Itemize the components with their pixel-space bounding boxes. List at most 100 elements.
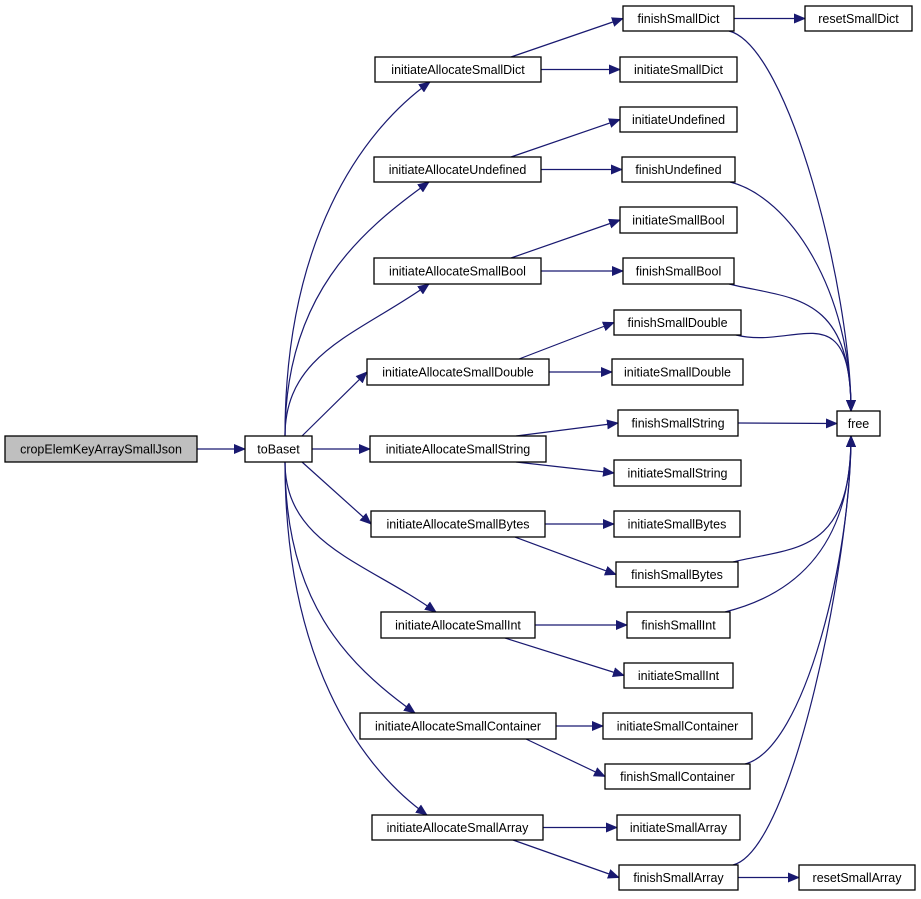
node-label: initiateSmallArray <box>630 821 728 835</box>
node-rArray[interactable]: resetSmallArray <box>798 864 916 891</box>
node-fArray[interactable]: finishSmallArray <box>618 864 739 891</box>
edge-fArray-to-free <box>732 435 856 866</box>
node-label: finishSmallBool <box>636 265 721 279</box>
node-label: initiateAllocateSmallDict <box>391 63 525 77</box>
node-label: resetSmallDict <box>818 12 899 26</box>
edge-iaDict-to-fDict <box>510 17 624 58</box>
edge-toBaset-to-iaArray <box>284 461 428 816</box>
node-box <box>359 712 557 740</box>
node-box <box>836 410 881 437</box>
node-box <box>622 257 735 285</box>
node-box <box>798 864 916 891</box>
node-box <box>617 409 739 437</box>
node-iaArray[interactable]: initiateAllocateSmallArray <box>371 814 544 841</box>
node-label: initiateSmallInt <box>638 669 720 683</box>
node-fBytes[interactable]: finishSmallBytes <box>615 561 739 588</box>
node-label: finishSmallInt <box>641 619 716 633</box>
node-box <box>613 510 741 538</box>
node-iaUndef[interactable]: initiateAllocateUndefined <box>373 156 542 183</box>
node-iBytes[interactable]: initiateSmallBytes <box>613 510 741 538</box>
node-label: finishSmallDict <box>638 12 720 26</box>
node-iaBytes[interactable]: initiateAllocateSmallBytes <box>370 510 546 538</box>
node-iaBool[interactable]: initiateAllocateSmallBool <box>373 257 542 285</box>
node-box <box>622 5 735 32</box>
node-rDict[interactable]: resetSmallDict <box>804 5 913 32</box>
node-label: finishSmallString <box>631 417 724 431</box>
edge-fBool-to-free <box>728 283 856 412</box>
node-box <box>613 309 742 336</box>
node-iDict[interactable]: initiateSmallDict <box>619 56 738 83</box>
node-fDouble[interactable]: finishSmallDouble <box>613 309 742 336</box>
node-iArray[interactable]: initiateSmallArray <box>616 814 741 841</box>
node-label: toBaset <box>257 443 300 457</box>
node-box <box>373 156 542 183</box>
node-iCont[interactable]: initiateSmallContainer <box>602 712 753 740</box>
edge-iaString-to-fString <box>515 419 619 437</box>
node-box <box>373 257 542 285</box>
node-box <box>618 864 739 891</box>
node-box <box>626 611 731 639</box>
node-toBaset[interactable]: toBaset <box>244 435 313 463</box>
edge-toBaset-to-iaInt <box>284 461 437 613</box>
edge-fString-to-free <box>737 418 838 429</box>
node-box <box>616 814 741 841</box>
node-iDouble[interactable]: initiateSmallDouble <box>611 358 744 386</box>
node-label: cropElemKeyArraySmallJson <box>20 443 182 457</box>
node-box <box>4 435 198 463</box>
node-fCont[interactable]: finishSmallContainer <box>604 763 751 790</box>
node-box <box>613 459 742 487</box>
edge-iaString-to-iString <box>515 461 615 477</box>
node-label: finishSmallBytes <box>631 568 723 582</box>
node-label: finishUndefined <box>635 163 721 177</box>
node-iaCont[interactable]: initiateAllocateSmallContainer <box>359 712 557 740</box>
node-iaString[interactable]: initiateAllocateSmallString <box>369 435 547 463</box>
edge-toBaset-to-iaUndef <box>284 181 430 437</box>
node-fString[interactable]: finishSmallString <box>617 409 739 437</box>
node-label: initiateAllocateUndefined <box>389 163 527 177</box>
node-box <box>244 435 313 463</box>
node-iaInt[interactable]: initiateAllocateSmallInt <box>380 611 536 639</box>
node-label: free <box>848 417 870 431</box>
edge-iaArray-to-fArray <box>512 839 620 879</box>
node-free[interactable]: free <box>836 410 881 437</box>
edge-iaBool-to-iBool <box>510 218 621 259</box>
node-box <box>619 206 738 234</box>
edge-iaDouble-to-fDouble <box>518 321 615 360</box>
node-label: initiateSmallString <box>627 467 727 481</box>
node-label: initiateAllocateSmallContainer <box>375 720 541 734</box>
node-label: initiateSmallDouble <box>624 366 731 380</box>
edge-fUndef-to-free <box>729 181 856 412</box>
node-box <box>611 358 744 386</box>
node-iaDict[interactable]: initiateAllocateSmallDict <box>374 56 542 83</box>
node-label: finishSmallContainer <box>620 770 735 784</box>
node-label: initiateUndefined <box>632 113 725 127</box>
node-fUndef[interactable]: finishUndefined <box>621 156 736 183</box>
node-iaDouble[interactable]: initiateAllocateSmallDouble <box>366 358 550 386</box>
node-crop[interactable]: cropElemKeyArraySmallJson <box>4 435 198 463</box>
node-box <box>371 814 544 841</box>
node-iBool[interactable]: initiateSmallBool <box>619 206 738 234</box>
node-label: initiateAllocateSmallString <box>386 443 531 457</box>
node-box <box>623 662 734 689</box>
node-box <box>370 510 546 538</box>
node-label: finishSmallArray <box>633 871 724 885</box>
node-box <box>380 611 536 639</box>
node-label: initiateAllocateSmallBool <box>389 265 526 279</box>
node-box <box>602 712 753 740</box>
node-iString[interactable]: initiateSmallString <box>613 459 742 487</box>
node-iUndef[interactable]: initiateUndefined <box>619 106 738 133</box>
node-fInt[interactable]: finishSmallInt <box>626 611 731 639</box>
node-label: initiateSmallBytes <box>628 518 727 532</box>
node-box <box>604 763 751 790</box>
node-box <box>374 56 542 83</box>
node-box <box>615 561 739 588</box>
node-label: resetSmallArray <box>813 871 903 885</box>
node-fDict[interactable]: finishSmallDict <box>622 5 735 32</box>
edge-toBaset-to-iaDict <box>284 81 431 437</box>
edge-fDict-to-free <box>728 30 856 412</box>
node-fBool[interactable]: finishSmallBool <box>622 257 735 285</box>
node-iInt[interactable]: initiateSmallInt <box>623 662 734 689</box>
node-box <box>804 5 913 32</box>
edge-iaBytes-to-fBytes <box>514 536 617 576</box>
